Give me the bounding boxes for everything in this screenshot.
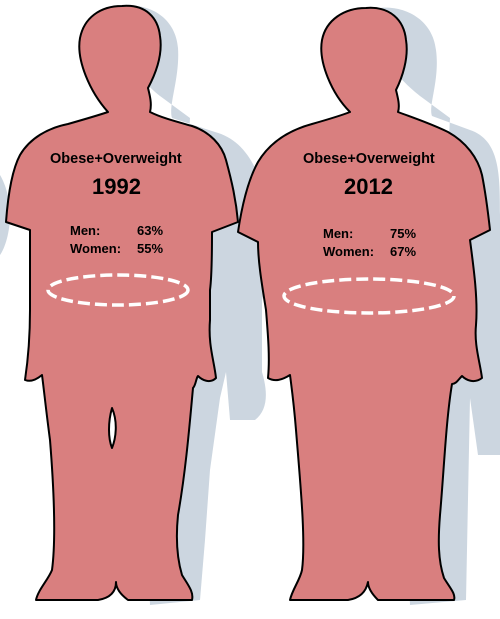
left-edge-shadow xyxy=(0,175,10,255)
figure-2012-year: 2012 xyxy=(344,174,393,199)
figure-1992-body xyxy=(5,4,239,601)
figure-1992-waist-band xyxy=(46,273,190,307)
figure-2012-men-value: 75% xyxy=(390,226,417,241)
figure-2012-heading: Obese+Overweight xyxy=(303,151,435,167)
figure-1992-women-value: 55% xyxy=(137,241,164,256)
figure-2012-women-label: Women: xyxy=(323,244,375,259)
figure-1992-women-label: Women: xyxy=(70,241,122,256)
figure-1992-heading: Obese+Overweight xyxy=(50,151,182,167)
figure-1992-men-label: Men: xyxy=(70,223,101,238)
figure-2012-women-value: 67% xyxy=(390,244,417,259)
figure-2012-men-label: Men: xyxy=(323,226,354,241)
figure-1992-men-value: 63% xyxy=(137,223,164,238)
figure-2012-body xyxy=(237,6,491,601)
figure-1992-year: 1992 xyxy=(92,174,141,199)
figure-2012-waist-band xyxy=(282,277,456,315)
